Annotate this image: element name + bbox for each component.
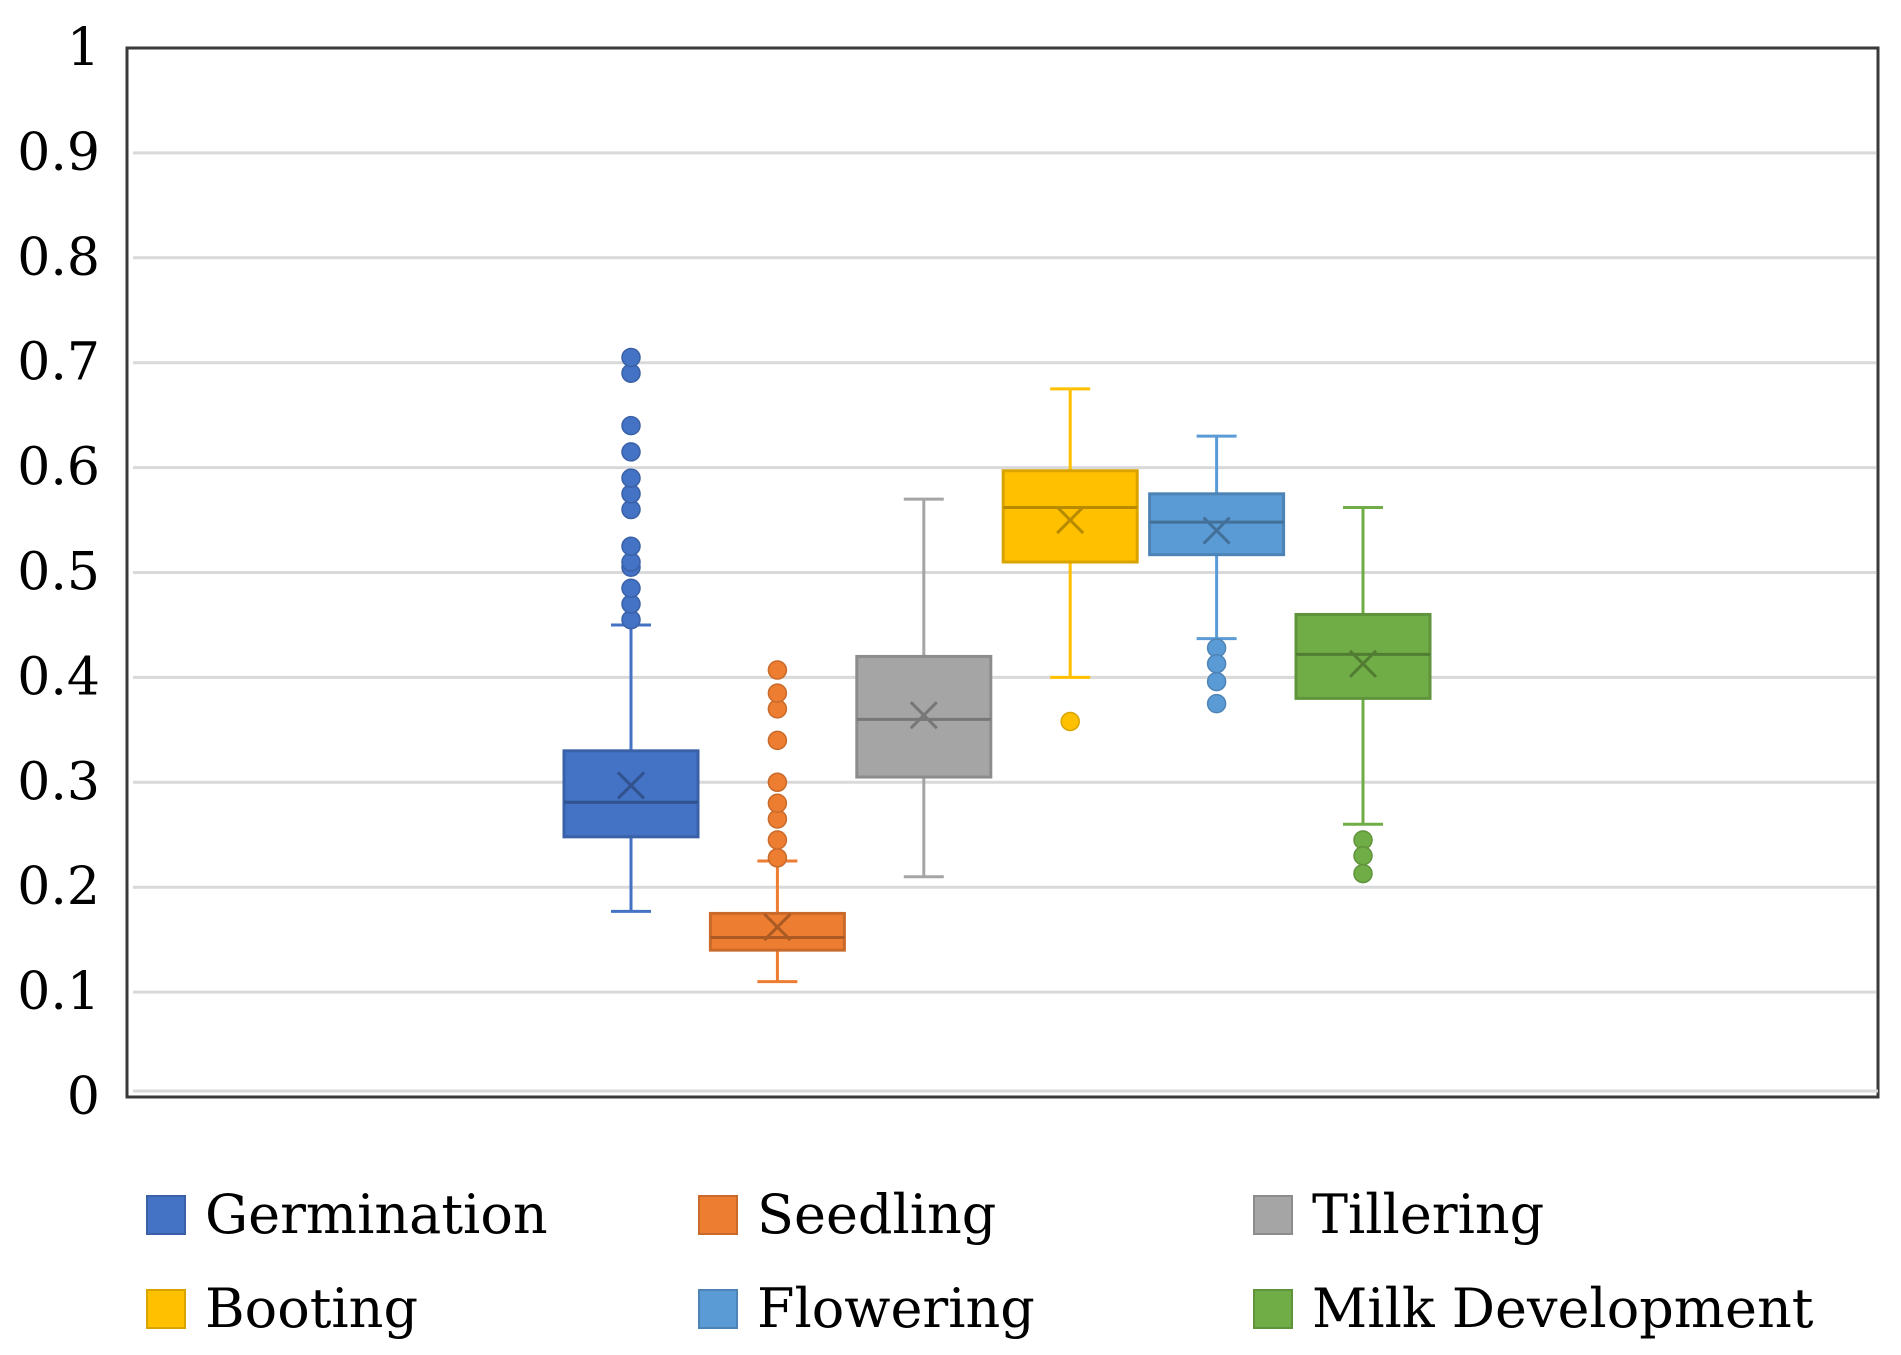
outlier-point	[621, 468, 641, 488]
legend-label: Tillering	[1312, 1183, 1544, 1246]
gridlines	[133, 151, 1876, 994]
outlier-point	[621, 536, 641, 557]
outlier-point	[767, 730, 788, 751]
outlier-point	[621, 347, 641, 368]
legend-swatch	[698, 1289, 738, 1329]
box-booting	[1001, 387, 1139, 732]
mean-marker	[1202, 516, 1231, 545]
outlier-point	[767, 660, 788, 680]
mean-marker	[909, 701, 938, 730]
legend-item-tillering: Tillering	[1253, 1183, 1544, 1246]
y-tick-label: 0.9	[17, 123, 100, 183]
outlier-point	[1353, 845, 1373, 866]
outlier-point	[621, 442, 641, 462]
mean-marker	[1348, 649, 1378, 678]
legend-item-booting: Booting	[146, 1277, 418, 1340]
mean-marker	[1056, 505, 1085, 535]
outlier-point	[1206, 654, 1227, 674]
outlier-point	[767, 793, 788, 814]
plot-frame	[125, 46, 1880, 1099]
legend-label: Booting	[205, 1277, 418, 1340]
box-milk-development	[1294, 505, 1432, 884]
legend-swatch	[1253, 1195, 1293, 1235]
y-tick-label: 0.5	[17, 543, 100, 603]
iqr-box	[1001, 469, 1139, 564]
y-tick-label: 0.7	[17, 333, 100, 393]
y-tick-label: 0.8	[17, 228, 100, 288]
outlier-point	[767, 848, 788, 868]
outlier-point	[1353, 863, 1373, 884]
outlier-point	[621, 415, 641, 436]
mean-marker	[616, 771, 646, 800]
outlier-point	[1060, 711, 1080, 732]
y-tick-label: 0.1	[17, 962, 100, 1022]
legend-item-flowering: Flowering	[698, 1277, 1035, 1340]
legend-label: Milk Development	[1312, 1277, 1814, 1340]
iqr-box	[1148, 492, 1286, 557]
legend-item-milk-development: Milk Development	[1253, 1277, 1814, 1340]
outlier-point	[621, 578, 641, 598]
legend-swatch	[698, 1195, 738, 1235]
legend-item-germination: Germination	[146, 1183, 548, 1246]
outlier-point	[1206, 693, 1227, 714]
iqr-box	[708, 911, 846, 952]
outlier-point	[767, 683, 788, 703]
outlier-point	[1206, 671, 1227, 692]
legend-swatch	[146, 1195, 186, 1235]
y-tick-label: 0.2	[17, 857, 100, 917]
legend-label: Seedling	[757, 1183, 996, 1246]
box-flowering	[1148, 434, 1286, 714]
legend-swatch	[146, 1289, 186, 1329]
y-tick-label: 1	[67, 18, 100, 78]
iqr-box	[562, 749, 700, 839]
y-tick-label: 0.3	[17, 752, 100, 812]
y-tick-label: 0.6	[17, 438, 100, 498]
box-germination	[562, 347, 700, 913]
boxes	[562, 347, 1432, 984]
legend-item-seedling: Seedling	[698, 1183, 996, 1246]
y-tick-label: 0.4	[17, 647, 100, 707]
outlier-point	[767, 772, 788, 793]
legend-label: Germination	[205, 1183, 548, 1246]
mean-marker	[763, 913, 792, 942]
y-tick-label: 0	[67, 1067, 100, 1127]
box-seedling	[708, 660, 846, 984]
axes: 0 0.1 0.2 0.3 0.4 0.5 0.6 0.7 0.8 0.9 1	[17, 18, 1880, 1127]
outlier-point	[767, 830, 788, 850]
legend-swatch	[1253, 1289, 1293, 1329]
box-tillering	[855, 497, 993, 879]
legend: Germination Seedling Tillering Booting Flowe…	[146, 1183, 1814, 1340]
legend-label: Flowering	[757, 1277, 1035, 1340]
iqr-box	[1294, 612, 1432, 700]
